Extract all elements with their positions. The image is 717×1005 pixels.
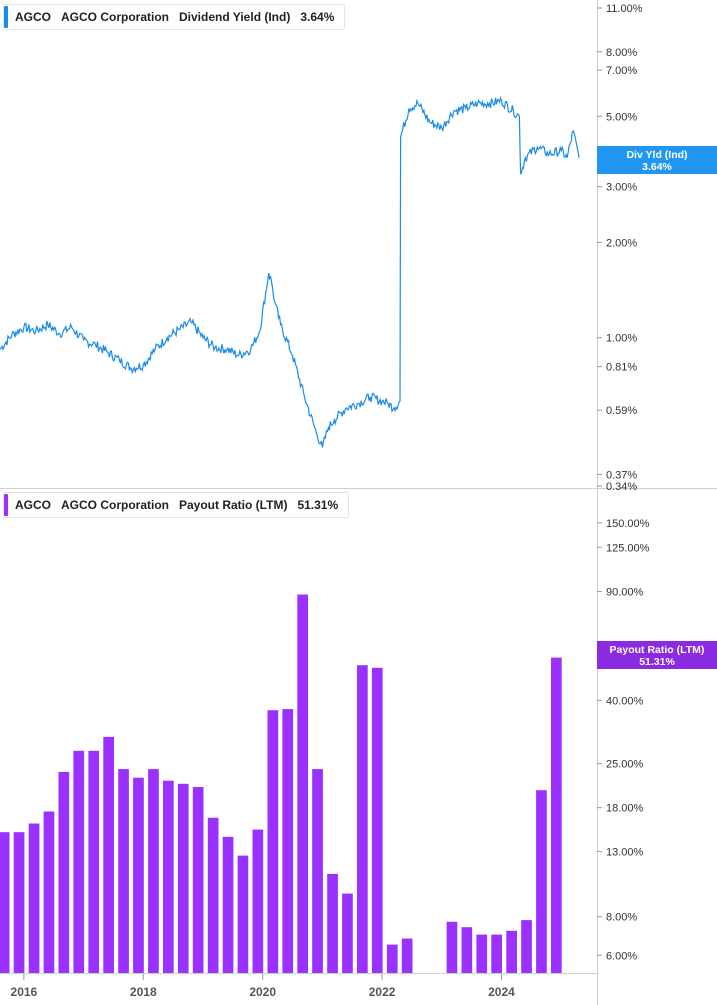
dividend-yield-legend[interactable]: AGCO AGCO Corporation Dividend Yield (In…: [3, 4, 346, 30]
y-tick-label: 8.00%: [606, 912, 637, 924]
y-tick-label: 0.37%: [606, 469, 637, 481]
series-swatch: [4, 6, 8, 28]
payout-bar: [491, 934, 502, 973]
tag-label: Div Yld (Ind): [626, 149, 688, 161]
x-tick-label: 2024: [488, 985, 515, 999]
legend-ticker: AGCO: [15, 10, 51, 24]
x-tick-label: 2020: [249, 985, 276, 999]
payout-bar: [192, 787, 204, 973]
tag-label: Payout Ratio (LTM): [609, 644, 705, 656]
y-tick-label: 0.81%: [606, 362, 637, 374]
legend-company: AGCO Corporation: [61, 498, 169, 512]
x-tick-label: 2016: [11, 985, 38, 999]
current-payout-tag: Payout Ratio (LTM) 51.31%: [597, 641, 717, 669]
payout-bar: [446, 921, 458, 973]
payout-bar: [73, 750, 85, 973]
y-tick-label: 150.00%: [606, 518, 650, 530]
payout-bar: [222, 836, 234, 973]
payout-bar: [207, 817, 219, 973]
payout-bar: [177, 783, 189, 973]
payout-bar: [88, 750, 100, 973]
payout-bar: [506, 930, 517, 973]
tag-value: 51.31%: [639, 656, 675, 668]
dividend-yield-line: [0, 95, 580, 448]
payout-bar: [551, 657, 562, 973]
payout-bar: [521, 920, 532, 973]
y-tick-label: 3.00%: [606, 182, 637, 194]
legend-metric: Payout Ratio (LTM): [179, 498, 288, 512]
y-tick-label: 125.00%: [606, 542, 650, 554]
y-tick-label: 0.59%: [606, 405, 637, 417]
payout-bar: [401, 938, 413, 973]
payout-bar: [163, 780, 174, 973]
current-yield-tag: Div Yld (Ind) 3.64%: [597, 146, 717, 174]
y-tick-label: 11.00%: [606, 3, 643, 15]
payout-bar: [252, 829, 264, 973]
payout-bar: [118, 769, 129, 973]
y-tick-label: 25.00%: [606, 759, 644, 771]
payout-bar: [267, 710, 279, 973]
payout-bar: [312, 769, 323, 973]
payout-bar: [133, 777, 144, 973]
y-tick-label: 8.00%: [606, 47, 637, 59]
y-tick-label: 7.00%: [606, 65, 637, 77]
payout-ratio-legend[interactable]: AGCO AGCO Corporation Payout Ratio (LTM)…: [3, 492, 350, 518]
payout-bar: [28, 823, 40, 973]
y-tick-label: 13.00%: [606, 846, 644, 858]
tag-value: 3.64%: [642, 161, 672, 173]
payout-ratio-panel: [0, 594, 562, 973]
payout-bar: [371, 667, 383, 973]
legend-metric: Dividend Yield (Ind): [179, 10, 291, 24]
payout-bar: [357, 665, 368, 973]
payout-bar: [476, 934, 488, 973]
payout-bar: [342, 893, 353, 973]
y-tick-label: 6.00%: [606, 950, 637, 962]
legend-value: 3.64%: [300, 10, 335, 24]
payout-bar: [148, 769, 159, 973]
payout-bar: [536, 790, 547, 973]
payout-bar: [297, 594, 308, 973]
payout-bar: [282, 709, 294, 973]
x-tick-label: 2018: [130, 985, 157, 999]
legend-value: 51.31%: [297, 498, 339, 512]
y-tick-label: 0.34%: [606, 481, 637, 493]
y-tick-label: 90.00%: [606, 586, 644, 598]
y-tick-label: 2.00%: [606, 237, 637, 249]
y-tick-label: 18.00%: [606, 803, 644, 815]
payout-bar: [327, 873, 338, 973]
payout-bar: [43, 811, 55, 973]
payout-bar: [386, 944, 398, 973]
y-tick-label: 5.00%: [606, 111, 637, 123]
y-tick-label: 1.00%: [606, 333, 637, 345]
payout-bar: [461, 927, 473, 973]
payout-bar: [13, 832, 25, 973]
payout-bar: [58, 771, 70, 973]
legend-ticker: AGCO: [15, 498, 51, 512]
y-tick-label: 40.00%: [606, 695, 644, 707]
payout-bar: [103, 736, 114, 973]
payout-bar: [237, 855, 249, 973]
series-swatch: [4, 494, 8, 516]
x-tick-label: 2022: [369, 985, 396, 999]
dividend-yield-panel: [0, 95, 580, 448]
payout-bar: [0, 832, 10, 973]
legend-company: AGCO Corporation: [61, 10, 169, 24]
